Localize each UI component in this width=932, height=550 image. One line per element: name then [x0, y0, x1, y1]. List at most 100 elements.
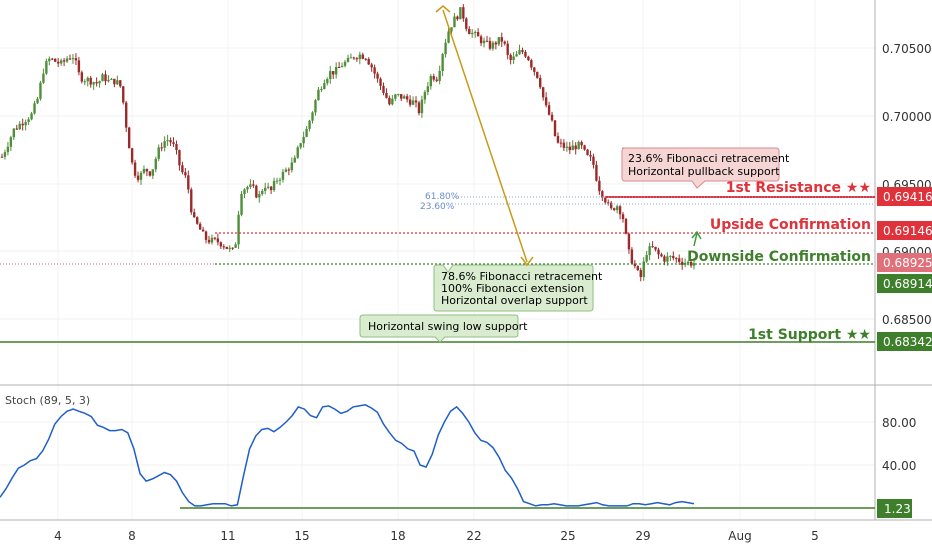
- candle-body: [18, 123, 21, 130]
- candle-body: [323, 83, 326, 90]
- projection-arrow-line: [442, 9, 528, 263]
- candle-body: [571, 145, 574, 151]
- candle-body: [361, 54, 364, 59]
- resistance-price-value: 0.69416: [883, 190, 932, 204]
- candle-body: [370, 64, 373, 68]
- candle-body: [394, 94, 397, 99]
- time-tick-label: 4: [54, 529, 62, 543]
- annotation-overlap-line-2: 100% Fibonacci extension: [441, 282, 584, 295]
- candle-body: [83, 81, 87, 83]
- candle-body: [269, 186, 273, 191]
- fib-618-label: 61.80%: [425, 192, 460, 202]
- candle-body: [293, 157, 296, 163]
- annotation-resistance: 23.6% Fibonacci retracement Horizontal p…: [621, 147, 790, 189]
- candle-body: [485, 40, 489, 42]
- candle-body: [255, 185, 258, 198]
- support-price-value: 0.68342: [883, 335, 932, 349]
- candle-body: [595, 164, 598, 181]
- candle-body: [518, 50, 521, 55]
- candle-body: [210, 237, 214, 243]
- candle-body: [598, 180, 601, 192]
- resistance-price-badge: [877, 187, 932, 206]
- candle-body: [45, 61, 48, 74]
- time-tick-label: 11: [220, 529, 235, 543]
- candle-body: [56, 61, 60, 64]
- candle-body: [71, 58, 75, 60]
- projection-arrow-start: [435, 5, 451, 13]
- candle-body: [42, 73, 45, 83]
- candle-body: [98, 81, 101, 84]
- candle-body: [609, 202, 613, 209]
- time-tick-label: 22: [466, 529, 481, 543]
- candle-body: [630, 249, 634, 264]
- candle-body: [657, 249, 660, 255]
- candle-body: [686, 261, 690, 264]
- candle-body: [441, 54, 444, 71]
- candle-body: [601, 191, 604, 198]
- candle-body: [184, 172, 187, 176]
- price-tick-label: 0.68500: [882, 313, 932, 327]
- candle-body: [190, 189, 193, 213]
- candle-body: [122, 86, 125, 103]
- candle-body: [521, 50, 524, 52]
- candle-body: [423, 92, 427, 100]
- candle-body: [237, 214, 240, 245]
- candle-body: [6, 146, 10, 153]
- candle-body: [287, 169, 291, 171]
- candle-body: [660, 254, 663, 257]
- candle-body: [225, 246, 228, 249]
- candle-body: [417, 102, 421, 114]
- candle-body: [589, 154, 592, 157]
- candle-body: [432, 76, 435, 80]
- candle-body: [397, 94, 400, 96]
- candle-body: [175, 143, 178, 151]
- candle-body: [0, 156, 4, 158]
- candle-body: [110, 78, 113, 80]
- candle-body: [678, 258, 681, 262]
- candle-body: [222, 246, 225, 248]
- stoch-level-badge: [877, 499, 912, 518]
- time-tick-label: Aug: [728, 529, 751, 543]
- downside-confirmation-label: Downside Confirmation: [687, 249, 871, 265]
- candle-body: [559, 142, 563, 144]
- candle-body: [583, 145, 586, 150]
- candle-body: [272, 180, 276, 191]
- price-tick-label: 0.70000: [882, 110, 932, 124]
- candle-body: [692, 263, 696, 266]
- candle-body: [462, 7, 465, 19]
- candle-body: [207, 239, 211, 243]
- candle-body: [509, 54, 512, 61]
- candle-body: [195, 217, 199, 224]
- candle-body: [364, 58, 367, 60]
- candle-body: [139, 172, 143, 180]
- candle-body: [400, 94, 403, 99]
- candle-body: [414, 100, 418, 103]
- downside-price-badge: [877, 274, 932, 293]
- candle-body: [54, 58, 57, 62]
- candle-body: [24, 122, 27, 126]
- candle-body: [263, 187, 267, 191]
- candle-body: [133, 162, 137, 176]
- candle-body: [530, 60, 533, 68]
- candle-body: [500, 37, 503, 42]
- candle-body: [385, 92, 388, 98]
- candle-body: [305, 128, 308, 137]
- candle-body: [12, 128, 16, 138]
- candle-body: [249, 184, 252, 187]
- candle-body: [524, 51, 527, 57]
- candle-body: [580, 141, 583, 146]
- candle-body: [198, 223, 202, 230]
- candle-body: [343, 61, 347, 66]
- current-price-badge: [877, 253, 932, 272]
- candle-body: [80, 72, 84, 82]
- price-tick-label: 0.70500: [882, 42, 932, 56]
- current-price-value: 0.68925: [883, 256, 932, 270]
- candle-body: [240, 194, 243, 215]
- candle-body: [411, 100, 415, 105]
- stoch-title: Stoch (89, 5, 3): [5, 394, 90, 407]
- fib-236-label: 23.60%: [420, 202, 455, 212]
- candle-body: [429, 76, 433, 87]
- annotation-overlap-line-3: Horizontal overlap support: [441, 294, 588, 307]
- candle-body: [491, 42, 495, 49]
- candle-body: [317, 89, 320, 101]
